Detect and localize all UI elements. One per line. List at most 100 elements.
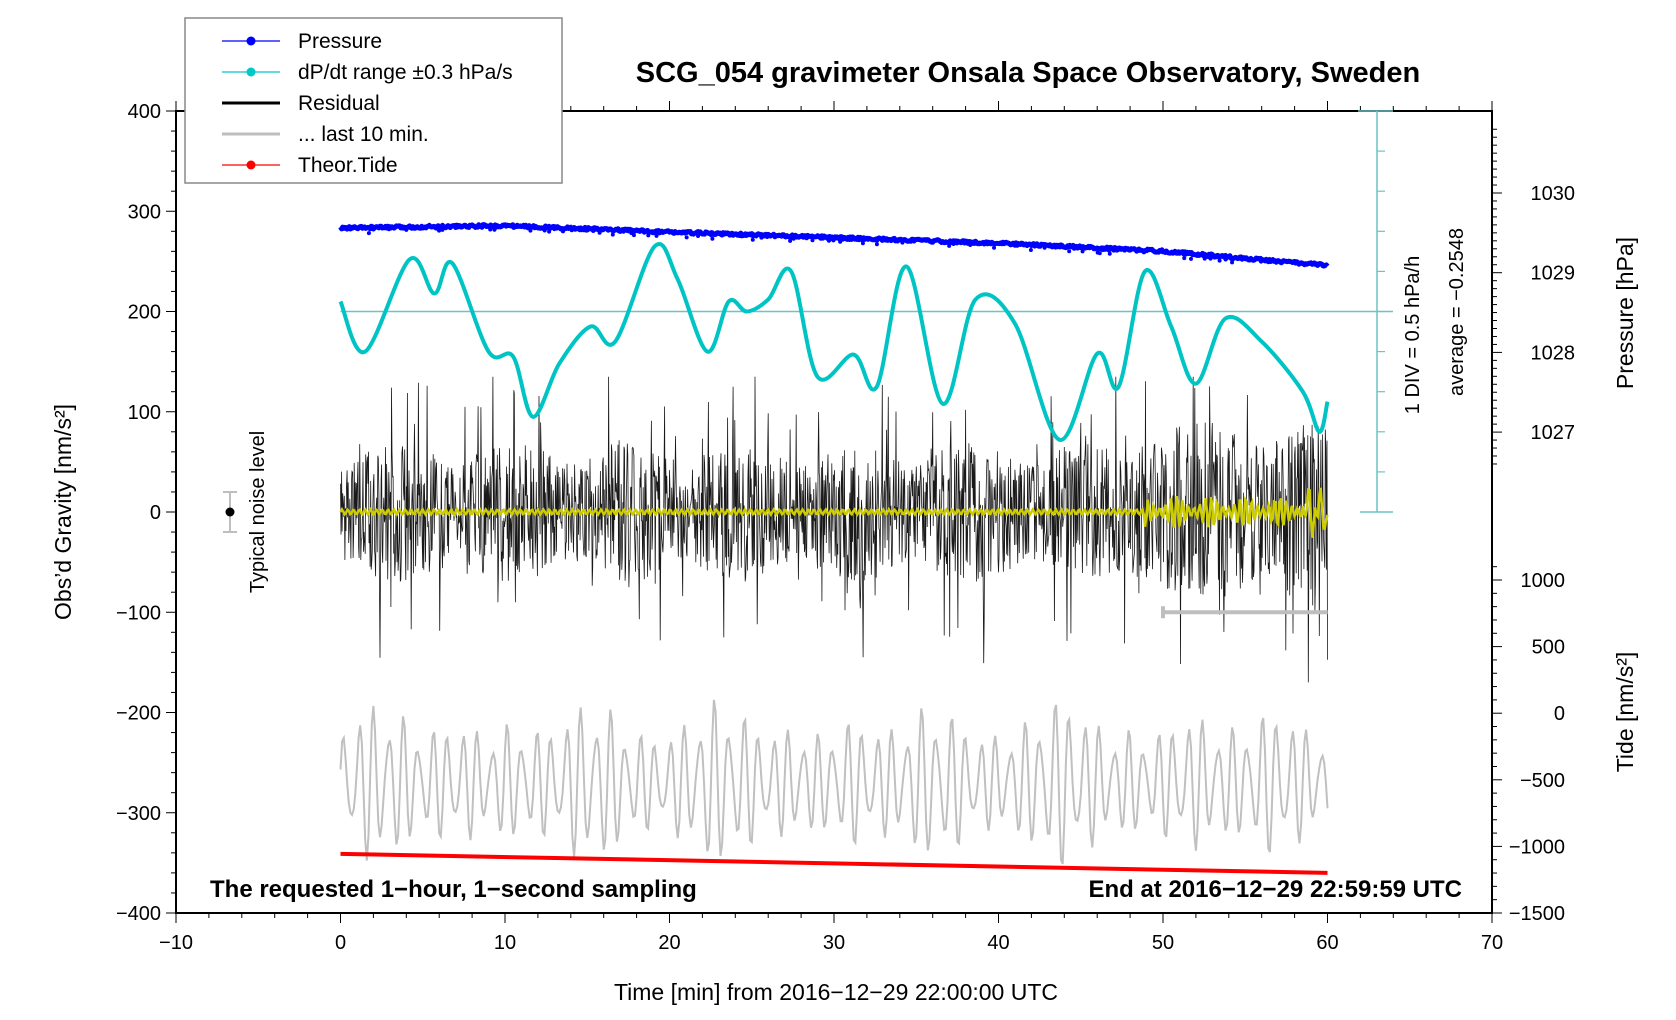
y-left-tick-label: 400 [128, 101, 161, 123]
pressure-point [1188, 256, 1193, 261]
pressure-point [696, 234, 701, 239]
pressure-tick-label: 1029 [1531, 263, 1576, 285]
pressure-point [366, 231, 371, 236]
tide-tick-label: 500 [1532, 637, 1565, 659]
dpdt-scale-axis [340, 110, 1393, 513]
pressure-point [1217, 258, 1222, 263]
filtered-residual-series [339, 487, 1329, 538]
tide-tick-label: 0 [1554, 703, 1565, 725]
legend-label: ... last 10 min. [298, 123, 429, 146]
pressure-point [579, 228, 584, 233]
pressure-point [561, 229, 566, 234]
tide-axis-title: Tide [nm/s²] [1612, 652, 1638, 773]
pressure-point [654, 233, 659, 238]
pressure-point [1259, 259, 1264, 264]
y-left-tick-label: 100 [128, 402, 161, 424]
tide-tick-label: −500 [1520, 770, 1565, 792]
tide-tick-labels: 1000 500 0 −500 −1000 −1500 [1509, 570, 1565, 925]
pressure-point [492, 227, 497, 232]
pressure-point [684, 235, 689, 240]
pressure-point [1028, 248, 1033, 253]
x-tick-label: 40 [987, 932, 1009, 954]
legend-swatch-dot [246, 160, 256, 170]
pressure-point [1080, 249, 1085, 254]
last-10-min-marker [1161, 606, 1328, 619]
pressure-axis-title: Pressure [hPa] [1612, 237, 1638, 389]
pressure-series [338, 222, 1330, 269]
pressure-tick-label: 1027 [1531, 422, 1576, 444]
pressure-point [591, 229, 596, 234]
y-left-tick-label: −100 [116, 602, 161, 624]
pressure-point [759, 235, 764, 240]
filtered-residual-line [339, 487, 1329, 538]
tide-oscillation-line [339, 699, 1329, 865]
pressure-point [968, 243, 973, 248]
y-left-tick-label: 300 [128, 201, 161, 223]
pressure-point [900, 240, 905, 245]
pressure-point [860, 241, 865, 246]
pressure-point [831, 238, 836, 243]
legend-label: Residual [298, 92, 380, 115]
pressure-point [610, 232, 615, 237]
y-left-axis-title: Obs’d Gravity [nm/s²] [50, 404, 76, 620]
legend-label: Pressure [298, 30, 382, 53]
pressure-point [1208, 256, 1213, 261]
pressure-point [1274, 260, 1279, 265]
legend-box [184, 17, 563, 184]
pressure-point [386, 227, 391, 232]
pressure-point [547, 229, 552, 234]
pressure-point [874, 242, 879, 247]
pressure-point [1182, 256, 1187, 261]
x-tick-label: 20 [658, 932, 680, 954]
theor-tide-series [340, 851, 1328, 875]
x-tick-labels: −10 0 10 20 30 40 50 60 70 [159, 932, 1503, 954]
x-axis-title: Time [min] from 2016−12−29 22:00:00 UTC [614, 979, 1058, 1005]
footer-left-annotation: The requested 1−hour, 1−second sampling [210, 876, 697, 903]
pressure-point [1095, 250, 1100, 255]
pressure-line [338, 222, 1330, 269]
pressure-point [404, 227, 409, 232]
pressure-point [542, 228, 547, 233]
tide-tick-label: −1000 [1509, 836, 1565, 858]
pressure-point [1107, 251, 1112, 256]
theor-tide-line [340, 851, 1328, 875]
pressure-point [1141, 250, 1146, 255]
pressure-point [810, 238, 815, 243]
pressure-point [646, 233, 651, 238]
pressure-point [826, 238, 831, 243]
pressure-point [951, 241, 956, 246]
y-left-tick-label: 0 [150, 502, 161, 524]
pressure-point [947, 243, 952, 248]
pressure-point [437, 228, 442, 233]
legend: Pressure dP/dt range ±0.3 hPa/s Residual..… [184, 17, 563, 184]
tide-tick-label: −1500 [1509, 903, 1565, 925]
pressure-point [1230, 257, 1235, 262]
pressure-point [856, 238, 861, 243]
pressure-point [710, 236, 715, 241]
pressure-point [1223, 257, 1228, 262]
x-tick-label: 0 [335, 932, 346, 954]
legend-swatch-dot [246, 67, 256, 77]
noise-level-dot [225, 507, 235, 517]
pressure-point [488, 227, 493, 232]
dpdt-line [338, 242, 1330, 442]
pressure-point [977, 242, 982, 247]
legend-label: dP/dt range ±0.3 hPa/s [298, 61, 513, 84]
noise-level-indicator [223, 491, 237, 533]
y-left-tick-label: 200 [128, 302, 161, 324]
pressure-point [569, 228, 574, 233]
legend-swatch-dot [246, 36, 256, 46]
pressure-point [709, 233, 714, 238]
noise-level-label: Typical noise level [247, 431, 269, 593]
pressure-point [528, 228, 533, 233]
pressure-tick-label: 1030 [1531, 183, 1576, 205]
pressure-point [750, 237, 755, 242]
chart-title: SCG_054 gravimeter Onsala Space Observat… [636, 57, 1420, 89]
y-left-tick-label: −400 [116, 903, 161, 925]
residual-line [340, 376, 1328, 683]
y-left-tick-label: −300 [116, 803, 161, 825]
pressure-tick-labels: 1030 1029 1028 1027 [1531, 183, 1576, 444]
residual-series [340, 376, 1328, 683]
pressure-point [791, 236, 796, 241]
